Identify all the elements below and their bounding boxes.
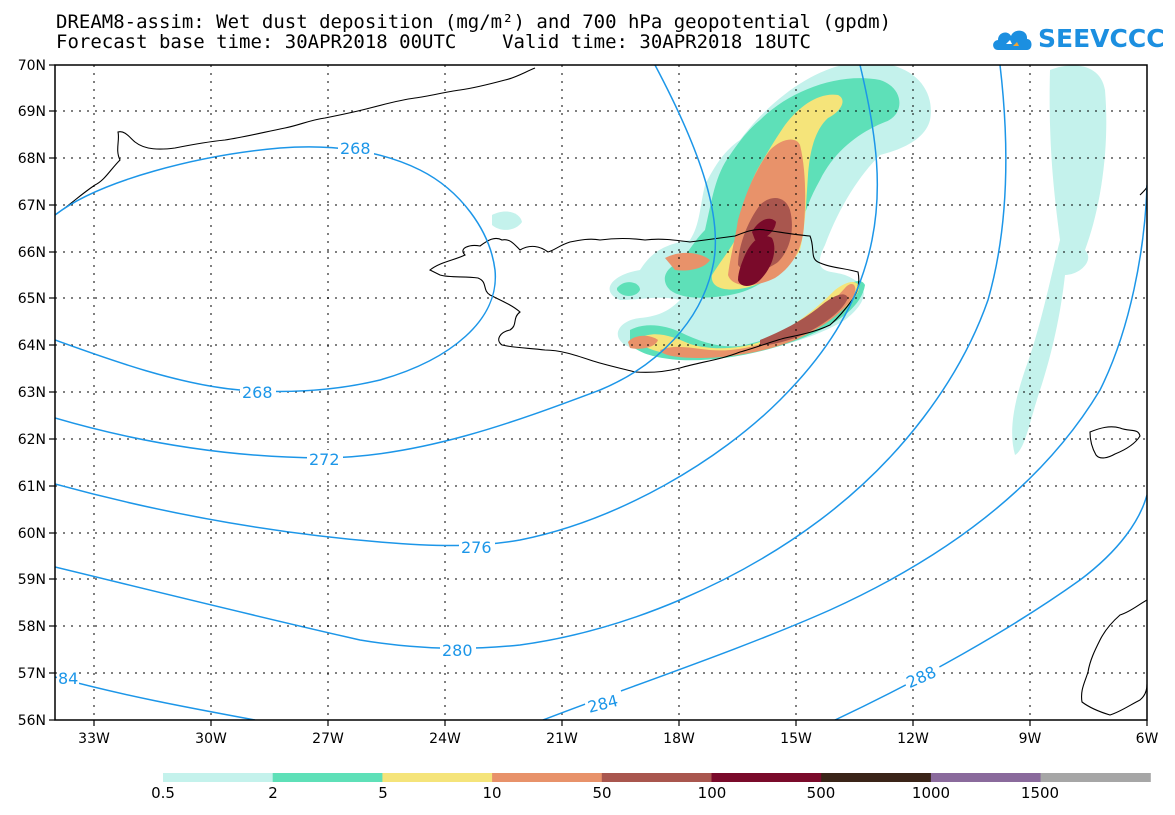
legend-swatch bbox=[711, 773, 822, 782]
lat-label: 66N bbox=[18, 245, 46, 261]
legend-label: 1000 bbox=[912, 784, 950, 802]
legend-label: 5 bbox=[378, 784, 388, 802]
lat-label: 61N bbox=[18, 479, 46, 495]
lon-label: 18W bbox=[663, 731, 695, 747]
legend-label: 100 bbox=[698, 784, 727, 802]
lon-label: 9W bbox=[1019, 731, 1042, 747]
longitude-labels: 33W 30W 27W 24W 21W 18W 15W 12W 9W 6W bbox=[78, 731, 1158, 747]
lat-label: 60N bbox=[18, 526, 46, 542]
lon-label: 12W bbox=[897, 731, 929, 747]
legend-label: 0.5 bbox=[151, 784, 175, 802]
lat-label: 65N bbox=[18, 291, 46, 307]
lon-label: 21W bbox=[546, 731, 578, 747]
contour-label: 284 bbox=[586, 691, 620, 717]
scotland-coast bbox=[1081, 599, 1147, 716]
dust-area-50-south bbox=[760, 294, 848, 346]
lat-label: 64N bbox=[18, 338, 46, 354]
legend-label: 500 bbox=[807, 784, 836, 802]
contour-label: 272 bbox=[309, 450, 340, 469]
lon-label: 33W bbox=[78, 731, 110, 747]
lat-label: 67N bbox=[18, 198, 46, 214]
lat-label: 62N bbox=[18, 432, 46, 448]
lat-label: 70N bbox=[18, 58, 46, 74]
legend-swatch bbox=[382, 773, 493, 782]
lat-label: 57N bbox=[18, 666, 46, 682]
coastlines bbox=[55, 67, 1147, 716]
contour-284-sw bbox=[55, 676, 256, 720]
contour-272 bbox=[55, 65, 717, 459]
latitude-labels: 56N 57N 58N 59N 60N 61N 62N 63N 64N 65N … bbox=[18, 58, 46, 729]
dust-area-light-east bbox=[1012, 65, 1107, 456]
contour-284 bbox=[542, 184, 1147, 720]
legend-label: 50 bbox=[592, 784, 611, 802]
dust-area-2-south bbox=[630, 280, 865, 361]
lat-label: 59N bbox=[18, 572, 46, 588]
lat-label: 63N bbox=[18, 385, 46, 401]
lon-label: 6W bbox=[1136, 731, 1159, 747]
iceland-coast bbox=[428, 228, 860, 373]
legend-label: 10 bbox=[482, 784, 501, 802]
contour-label: 280 bbox=[442, 641, 473, 660]
contour-label: 268 bbox=[340, 139, 371, 158]
contour-label: 268 bbox=[242, 383, 273, 402]
contour-268 bbox=[55, 146, 496, 393]
lat-label: 69N bbox=[18, 104, 46, 120]
lon-label: 27W bbox=[312, 731, 344, 747]
color-legend bbox=[163, 773, 1151, 782]
legend-labels: 0.5 2 5 10 50 100 500 1000 1500 bbox=[151, 784, 1059, 802]
legend-swatch bbox=[821, 773, 932, 782]
legend-label: 2 bbox=[268, 784, 278, 802]
seevccc-logo: SEEVCCC bbox=[990, 20, 1165, 56]
lat-label: 58N bbox=[18, 619, 46, 635]
contour-labels: 268 268 272 276 280 284 84 288 bbox=[57, 139, 943, 717]
dust-area-light-west bbox=[492, 211, 522, 230]
dust-area-10-north bbox=[665, 252, 710, 271]
dust-area-100 bbox=[738, 235, 775, 286]
geopotential-contours bbox=[55, 65, 1147, 720]
plot-area: 268 268 272 276 280 284 84 288 bbox=[55, 65, 1147, 720]
greenland-coast bbox=[55, 67, 536, 216]
dust-shading bbox=[492, 65, 1107, 456]
legend-swatch bbox=[1040, 773, 1151, 782]
contour-276 bbox=[55, 65, 879, 547]
map-subtitle: Forecast base time: 30APR2018 00UTC Vali… bbox=[56, 31, 811, 53]
legend-swatch bbox=[930, 773, 1042, 782]
contour-280 bbox=[55, 65, 1007, 650]
dust-area-10-west bbox=[628, 335, 658, 349]
cloud-icon bbox=[993, 30, 1032, 50]
faroe-coast bbox=[1089, 426, 1141, 459]
lon-label: 15W bbox=[780, 731, 812, 747]
logo-text: SEEVCCC bbox=[1038, 23, 1165, 53]
gridlines bbox=[55, 65, 1147, 720]
contour-label: 276 bbox=[461, 538, 492, 557]
map-title: DREAM8-assim: Wet dust deposition (mg/m²… bbox=[56, 11, 892, 33]
dust-spot-2 bbox=[617, 282, 640, 296]
legend-swatch bbox=[601, 773, 712, 782]
lat-label: 56N bbox=[18, 713, 46, 729]
legend-label: 1500 bbox=[1021, 784, 1059, 802]
lon-label: 30W bbox=[195, 731, 227, 747]
legend-swatch bbox=[163, 773, 274, 782]
lon-label: 24W bbox=[429, 731, 461, 747]
legend-swatch bbox=[272, 773, 383, 782]
tick-marks bbox=[49, 64, 1148, 726]
contour-label: 84 bbox=[58, 669, 78, 688]
lat-label: 68N bbox=[18, 151, 46, 167]
legend-swatch bbox=[492, 773, 603, 782]
contour-288 bbox=[834, 494, 1147, 720]
